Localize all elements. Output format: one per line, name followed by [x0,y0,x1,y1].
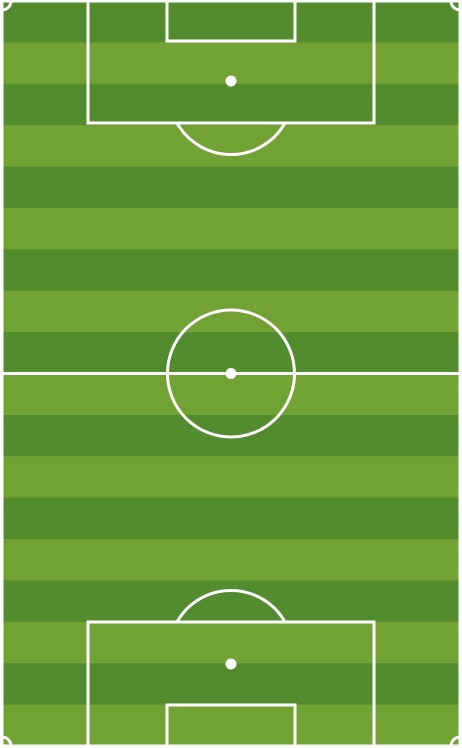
grass-stripe [2,332,460,375]
grass-stripe [2,249,460,292]
top-goal-area [165,0,297,43]
center-circle [166,308,296,439]
grass-stripe [2,83,460,126]
grass-stripe [2,1,460,43]
grass-stripe [2,704,460,747]
grass-stripe [2,621,460,664]
grass-stripe [2,125,460,168]
grass-stripe [2,663,460,706]
grass-stripe [2,456,460,499]
bottom-penalty-arc [175,588,287,623]
corner-arc-top-left [1,0,13,12]
grass-stripe [2,207,460,250]
grass-stripe [2,497,460,540]
bottom-goal-area [165,703,297,748]
top-penalty-spot [225,75,237,87]
corner-arc-bottom-right [449,735,461,747]
pitch-spots [225,75,237,670]
top-penalty-arc [175,122,287,157]
center-spot [225,368,237,379]
grass-stripe [2,539,460,582]
grass-stripe [2,580,460,623]
grass-stripe [2,166,460,209]
corner-arc-top-right [449,0,461,12]
grass-stripe [2,373,460,416]
corner-arc-bottom-left [1,735,13,747]
grass-stripe [2,290,460,333]
bottom-penalty-spot [225,658,237,670]
